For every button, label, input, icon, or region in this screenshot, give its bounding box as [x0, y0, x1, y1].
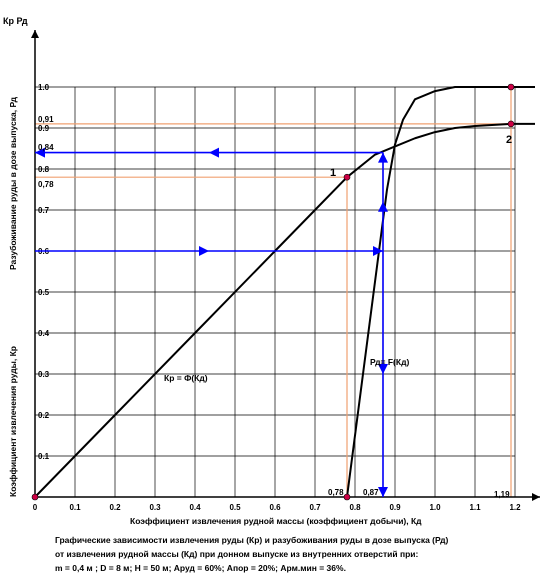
markers — [31, 83, 515, 501]
x-tick-label: 0.9 — [389, 503, 401, 512]
series-kr-line — [34, 122, 535, 498]
caption: Графические зависимости извлечения руды … — [55, 533, 535, 575]
y-axis-label-lower: Коэффициент извлечения руды, Кр — [8, 346, 18, 497]
curves — [34, 86, 535, 498]
x-tick-label: 0.6 — [269, 503, 281, 512]
arrowhead — [199, 246, 209, 256]
arrowhead — [209, 147, 219, 158]
y-tick-label: 0.5 — [38, 288, 50, 297]
y-tick-label: 0.2 — [38, 411, 50, 420]
caption-line-1: Графические зависимости извлечения руды … — [55, 535, 449, 545]
series-label-rd: Рд= F(Кд) — [370, 357, 409, 367]
x-axis-arrowhead — [532, 493, 540, 501]
point-label-2: 2 — [506, 134, 512, 146]
x-axis-label: Коэффициент извлечения рудной массы (коэ… — [130, 516, 422, 526]
y-tick-label: 0.1 — [38, 452, 50, 461]
y-axis-arrowhead — [31, 30, 39, 38]
y-tick-label: 0.7 — [38, 206, 50, 215]
chart-canvas: 0 0.1 0.2 0.3 0.4 0.5 0.6 0.7 0.8 0.9 1.0 1.1 1.2 0.1… — [3, 16, 540, 526]
arrowhead — [35, 147, 45, 158]
ref-label-x078: 0,78 — [328, 488, 344, 497]
x-tick-label: 0.1 — [69, 503, 81, 512]
chart-labels: Кр Рд Разубоживание руды в дозе выпуска,… — [3, 16, 512, 526]
arrowhead — [378, 152, 388, 163]
x-tick-label: 0.5 — [229, 503, 241, 512]
x-tick-label: 0.2 — [109, 503, 121, 512]
data-point-marker — [31, 493, 39, 501]
grid — [35, 86, 516, 497]
ref-label-078: 0,78 — [38, 180, 54, 189]
x-tick-label: 0.8 — [349, 503, 361, 512]
y-tick-label: 1.0 — [38, 83, 50, 92]
tick-labels: 0 0.1 0.2 0.3 0.4 0.5 0.6 0.7 0.8 0.9 1.0 1.1 1.2 0.1… — [33, 83, 521, 512]
arrows — [35, 147, 388, 497]
ref-label-x087: 0,87 — [363, 488, 379, 497]
series-label-kr: Кр = Ф(Кд) — [164, 373, 208, 383]
x-tick-label: 1.0 — [429, 503, 441, 512]
arrowhead — [378, 487, 388, 497]
x-tick-label: 1.1 — [469, 503, 481, 512]
ref-label-091: 0,91 — [38, 115, 54, 124]
x-tick-label: 0.7 — [309, 503, 321, 512]
ref-label-084: 0,84 — [38, 143, 54, 152]
data-point-marker — [507, 83, 515, 91]
y-axis-label-upper: Разубоживание руды в дозе выпуска, Рд — [8, 96, 18, 270]
series-rd-line — [346, 86, 535, 498]
data-point-marker — [507, 120, 515, 128]
x-tick-label: 0 — [33, 503, 38, 512]
caption-line-2: от извлечения рудной массы (Кд) при донн… — [55, 549, 419, 559]
arrowhead — [378, 364, 388, 374]
data-point-marker — [343, 173, 351, 181]
arrowhead — [373, 246, 383, 256]
y-axis-symbols: Кр Рд — [3, 16, 28, 26]
arrowhead — [378, 201, 388, 212]
ref-label-x119: 1,19 — [494, 490, 510, 499]
caption-line-3: m = 0,4 м ; D = 8 м; Н = 50 м; Аруд = 60… — [55, 563, 346, 573]
y-tick-label: 0.4 — [38, 329, 50, 338]
axes — [31, 30, 540, 501]
y-tick-label: 0.3 — [38, 370, 50, 379]
x-tick-label: 0.3 — [149, 503, 161, 512]
point-label-1: 1 — [330, 167, 336, 179]
x-tick-label: 1.2 — [509, 503, 521, 512]
y-tick-label: 0.9 — [38, 124, 50, 133]
y-tick-label: 0.8 — [38, 165, 50, 174]
x-tick-label: 0.4 — [189, 503, 201, 512]
data-point-marker — [343, 493, 351, 501]
